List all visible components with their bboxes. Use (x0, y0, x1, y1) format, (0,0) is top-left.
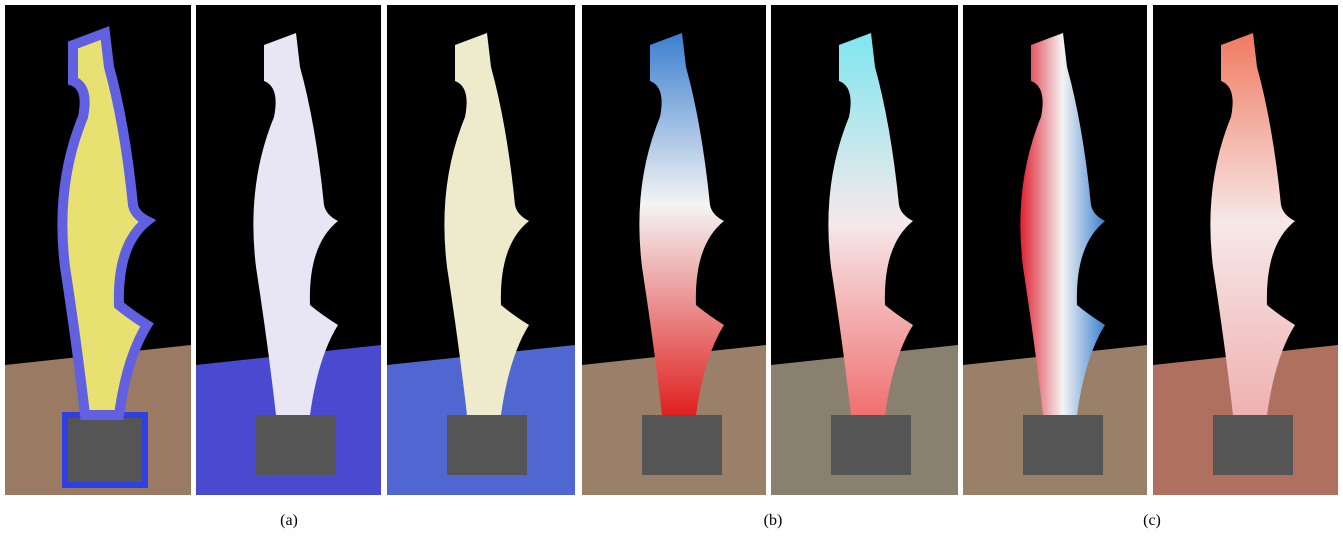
caption: (c) (1122, 512, 1182, 530)
panel (196, 5, 381, 495)
panel (1153, 5, 1338, 495)
panel (582, 5, 766, 495)
panel (387, 5, 575, 495)
caption: (a) (259, 512, 319, 530)
caption: (b) (743, 512, 803, 530)
panel (963, 5, 1147, 495)
figure: (a) (b) (c) (0, 0, 1343, 536)
panel (771, 5, 958, 495)
panel (5, 5, 191, 495)
photo-strip (0, 0, 1343, 500)
